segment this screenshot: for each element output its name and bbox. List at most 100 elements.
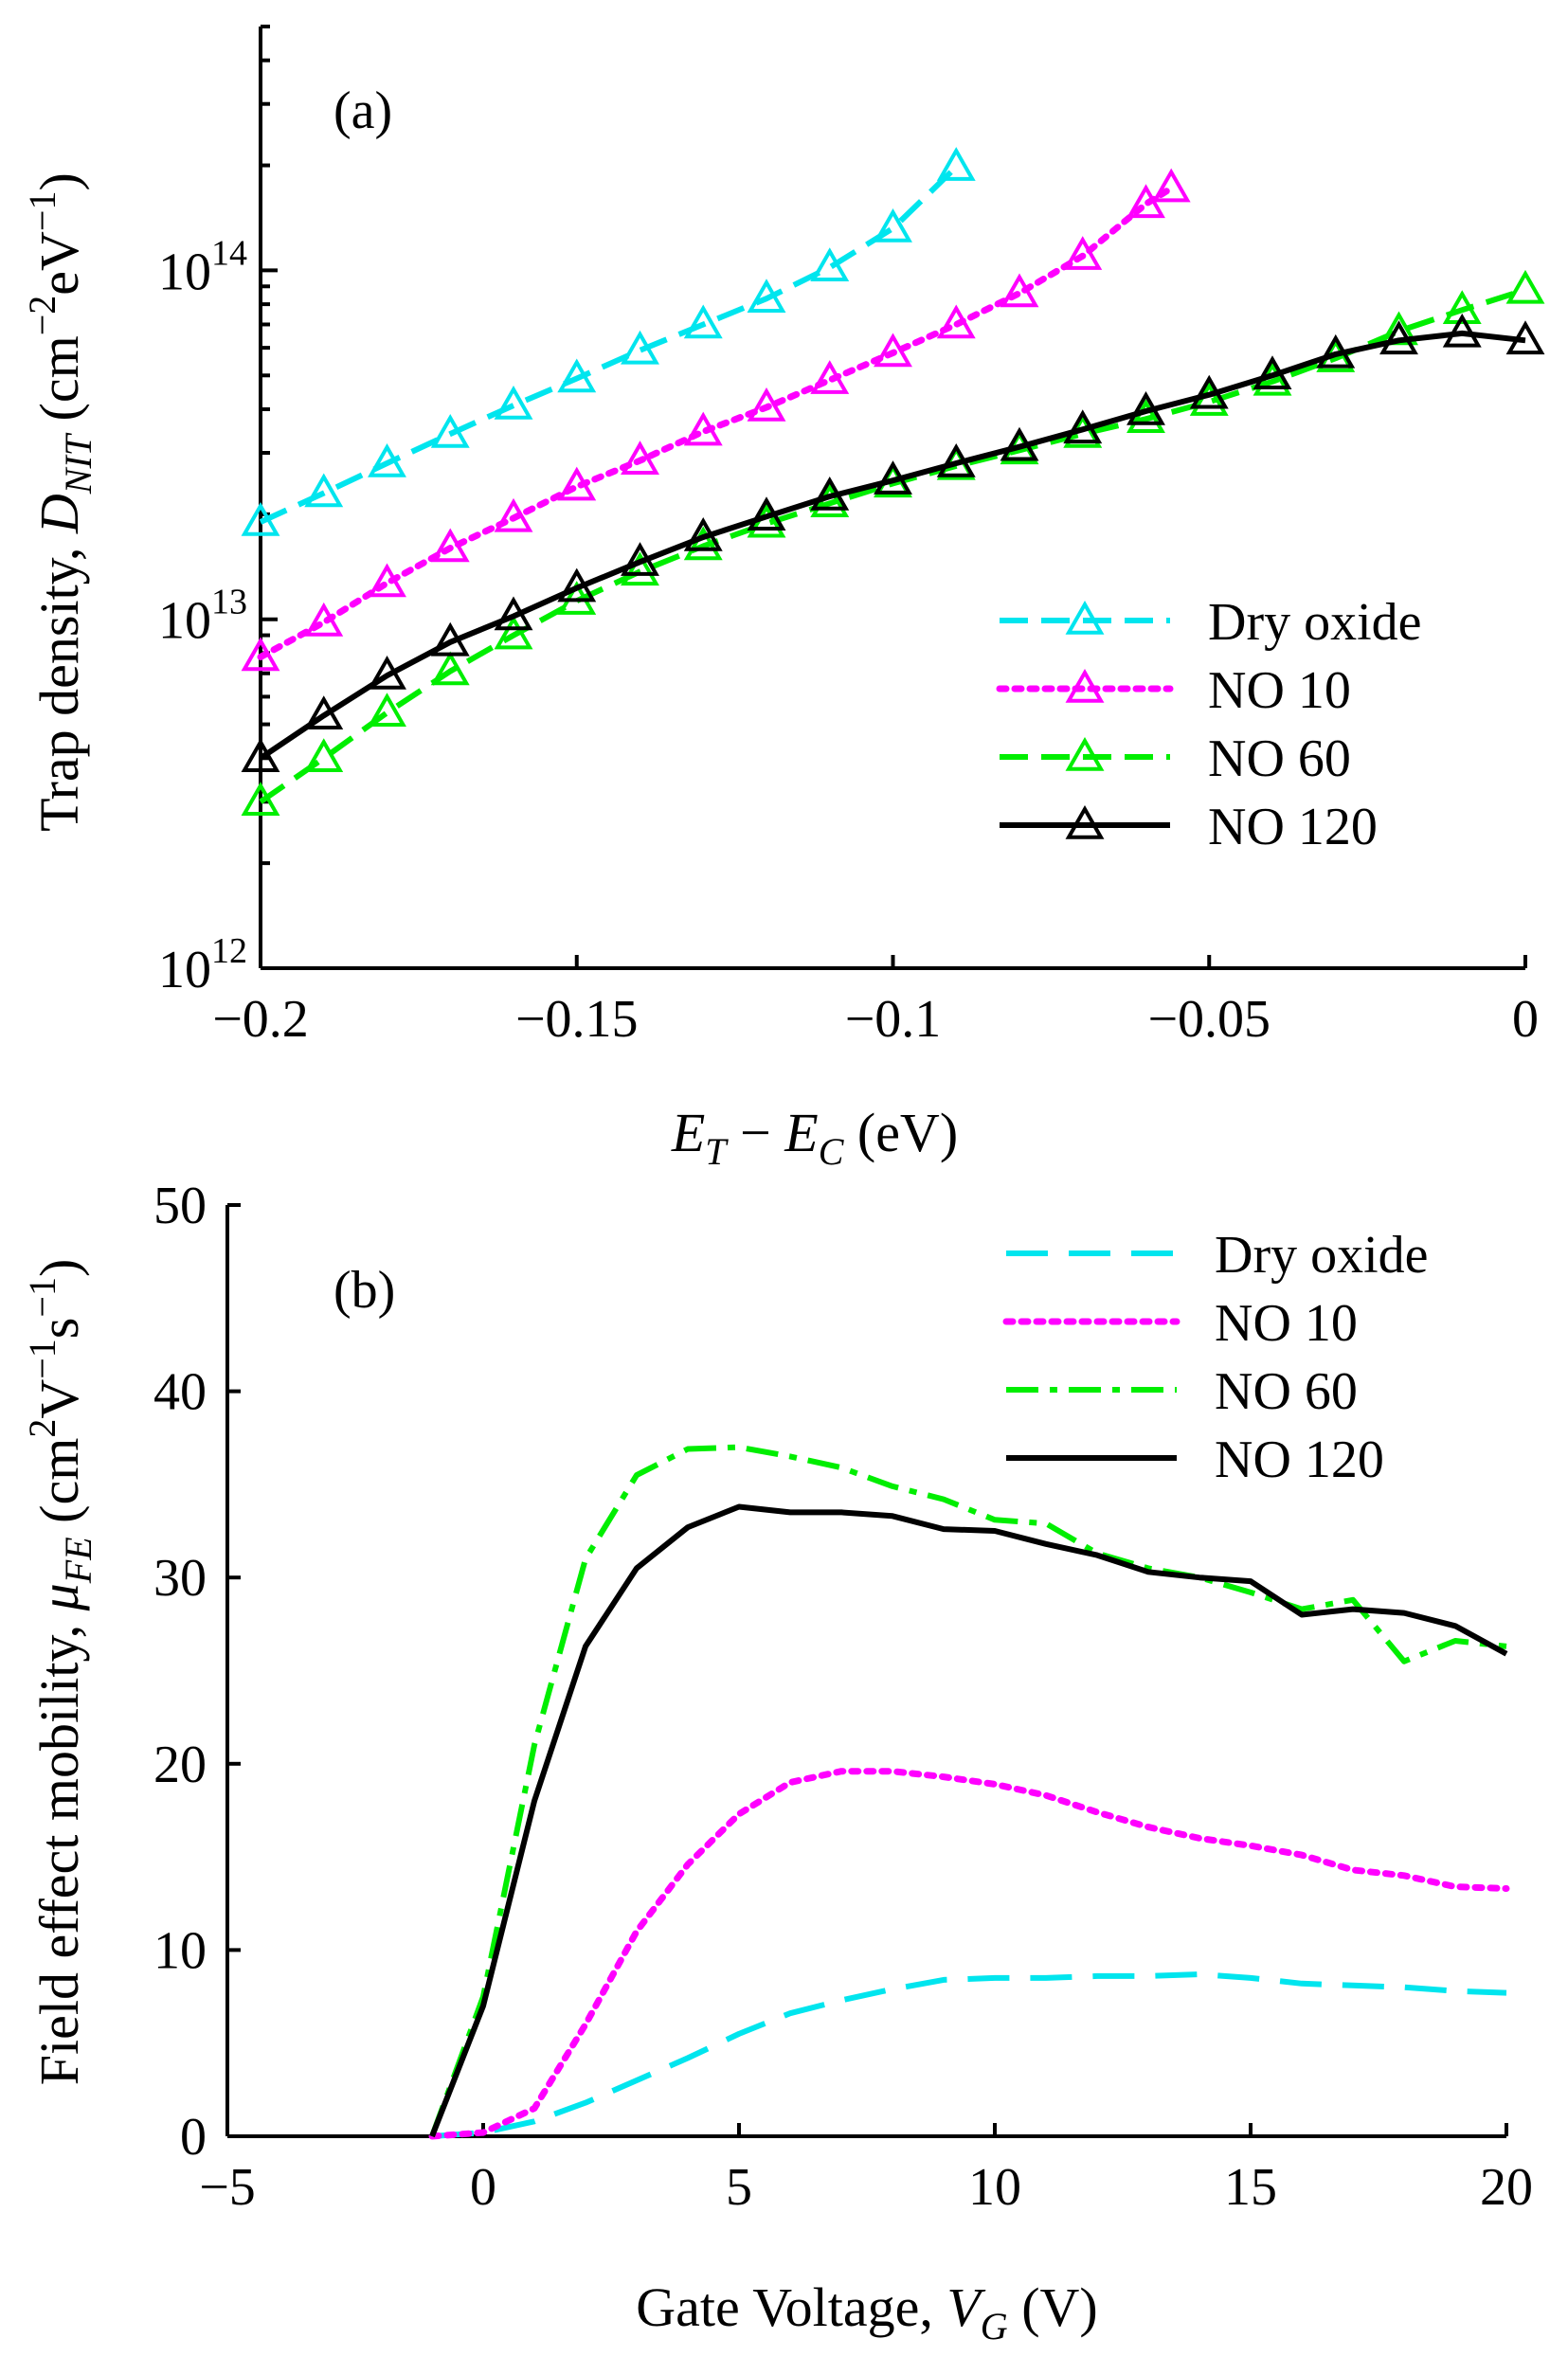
data-point-marker xyxy=(430,528,470,563)
legend-marker xyxy=(1065,668,1105,703)
series-no-120 xyxy=(241,313,1545,773)
data-point-marker xyxy=(494,497,533,532)
y-tick-label: 1012 xyxy=(158,931,247,999)
series-dry-oxide xyxy=(241,147,976,536)
data-point-marker xyxy=(936,304,976,339)
y-tick-label: 20 xyxy=(153,1736,207,1794)
data-point-marker xyxy=(1189,374,1229,409)
data-point-marker xyxy=(1442,313,1482,348)
legend: Dry oxide NO 10 NO 60 NO 120 xyxy=(1002,1226,1429,1489)
series-line xyxy=(428,1768,1510,2140)
panel-label: (a) xyxy=(333,81,392,140)
series-line xyxy=(429,1503,1508,2138)
y-axis-title: Field effect mobility, μFE (cm2V−1s−1) xyxy=(21,1259,99,2086)
data-point-marker xyxy=(368,442,406,477)
data-point-marker xyxy=(810,476,850,511)
data-point-marker xyxy=(368,563,406,598)
data-point-marker xyxy=(304,602,344,637)
data-point-marker xyxy=(936,147,976,181)
data-point-marker xyxy=(810,247,850,282)
series-line xyxy=(259,165,959,525)
series-line xyxy=(257,185,1175,660)
data-point-marker xyxy=(683,526,723,561)
data-point-marker xyxy=(1189,382,1229,416)
data-point-marker xyxy=(430,621,470,657)
data-point-marker xyxy=(621,441,659,475)
data-point-marker xyxy=(557,567,597,603)
data-point-marker xyxy=(1505,320,1545,355)
data-point-marker xyxy=(810,360,850,394)
data-point-marker xyxy=(874,460,912,495)
data-point-marker xyxy=(557,466,597,501)
series-line xyxy=(429,1444,1507,2138)
x-tick-label: −0.15 xyxy=(515,990,639,1049)
data-point-marker xyxy=(1379,320,1418,355)
data-point-marker xyxy=(1442,290,1482,324)
data-point-marker xyxy=(1063,236,1103,270)
data-point-marker xyxy=(368,656,406,690)
y-tick-label: 1013 xyxy=(158,583,247,651)
data-point-marker xyxy=(621,551,659,586)
data-point-marker xyxy=(241,637,280,672)
data-point-marker xyxy=(621,330,659,365)
y-tick-label: 10 xyxy=(153,1921,207,1980)
data-point-marker xyxy=(747,387,786,422)
data-point-marker xyxy=(621,542,659,576)
data-point-marker xyxy=(494,385,533,420)
data-point-marker xyxy=(874,333,912,368)
legend-label: Dry oxide xyxy=(1215,1226,1429,1285)
legend-label: NO 120 xyxy=(1208,798,1378,856)
legend-label: NO 10 xyxy=(1208,661,1351,720)
data-point-marker xyxy=(241,738,280,773)
data-point-marker xyxy=(241,782,280,817)
data-point-marker xyxy=(1126,390,1165,425)
x-tick-label: −0.1 xyxy=(845,990,942,1049)
data-point-marker xyxy=(1126,399,1165,434)
x-tick-label: 5 xyxy=(726,2158,752,2217)
legend-marker xyxy=(1065,736,1105,771)
data-point-marker xyxy=(747,496,786,531)
series-no-120 xyxy=(429,1503,1508,2138)
x-tick-label: −0.2 xyxy=(212,990,309,1049)
series-no-10 xyxy=(241,168,1191,672)
y-tick-label: 30 xyxy=(153,1549,207,1608)
data-point-marker xyxy=(936,442,976,477)
data-point-marker xyxy=(304,695,344,730)
data-point-marker xyxy=(368,693,406,728)
y-tick-label: 1014 xyxy=(158,233,247,301)
data-point-marker xyxy=(683,304,723,339)
data-point-marker xyxy=(1000,273,1039,308)
data-point-marker xyxy=(1000,426,1039,461)
series-no-10 xyxy=(428,1768,1510,2140)
x-tick-label: 0 xyxy=(470,2158,496,2217)
data-point-marker xyxy=(683,411,723,446)
data-point-marker xyxy=(1151,168,1191,203)
legend-label: NO 60 xyxy=(1208,729,1351,788)
series-line xyxy=(259,287,1526,804)
data-point-marker xyxy=(241,502,280,536)
data-point-marker xyxy=(1253,355,1292,390)
x-tick-label: 20 xyxy=(1480,2158,1533,2217)
y-tick-label: 40 xyxy=(153,1363,207,1422)
x-tick-label: 15 xyxy=(1224,2158,1277,2217)
x-axis-title: Gate Voltage, VG (V) xyxy=(636,2276,1097,2348)
data-point-marker xyxy=(494,615,533,650)
data-point-marker xyxy=(1316,333,1356,369)
data-point-marker xyxy=(1505,269,1545,304)
data-point-marker xyxy=(430,413,470,448)
data-point-marker xyxy=(494,596,533,631)
x-tick-label: 10 xyxy=(968,2158,1021,2217)
x-tick-label: 0 xyxy=(1512,990,1539,1049)
data-point-marker xyxy=(304,473,344,508)
legend-marker xyxy=(1065,600,1105,635)
data-point-marker xyxy=(683,516,723,551)
data-point-marker xyxy=(557,358,597,393)
panel-a-trap-density-chart: −0.2 −0.15 −0.1 −0.05 0 1012 1013 1014 Dry oxide… xyxy=(21,25,1545,1173)
series-line xyxy=(259,330,1526,761)
data-point-marker xyxy=(304,738,344,773)
x-tick-label: −0.05 xyxy=(1147,990,1271,1049)
y-axis-title: Trap density, DNIT (cm−2eV−1) xyxy=(21,172,99,832)
y-tick-label: 0 xyxy=(180,2108,207,2167)
